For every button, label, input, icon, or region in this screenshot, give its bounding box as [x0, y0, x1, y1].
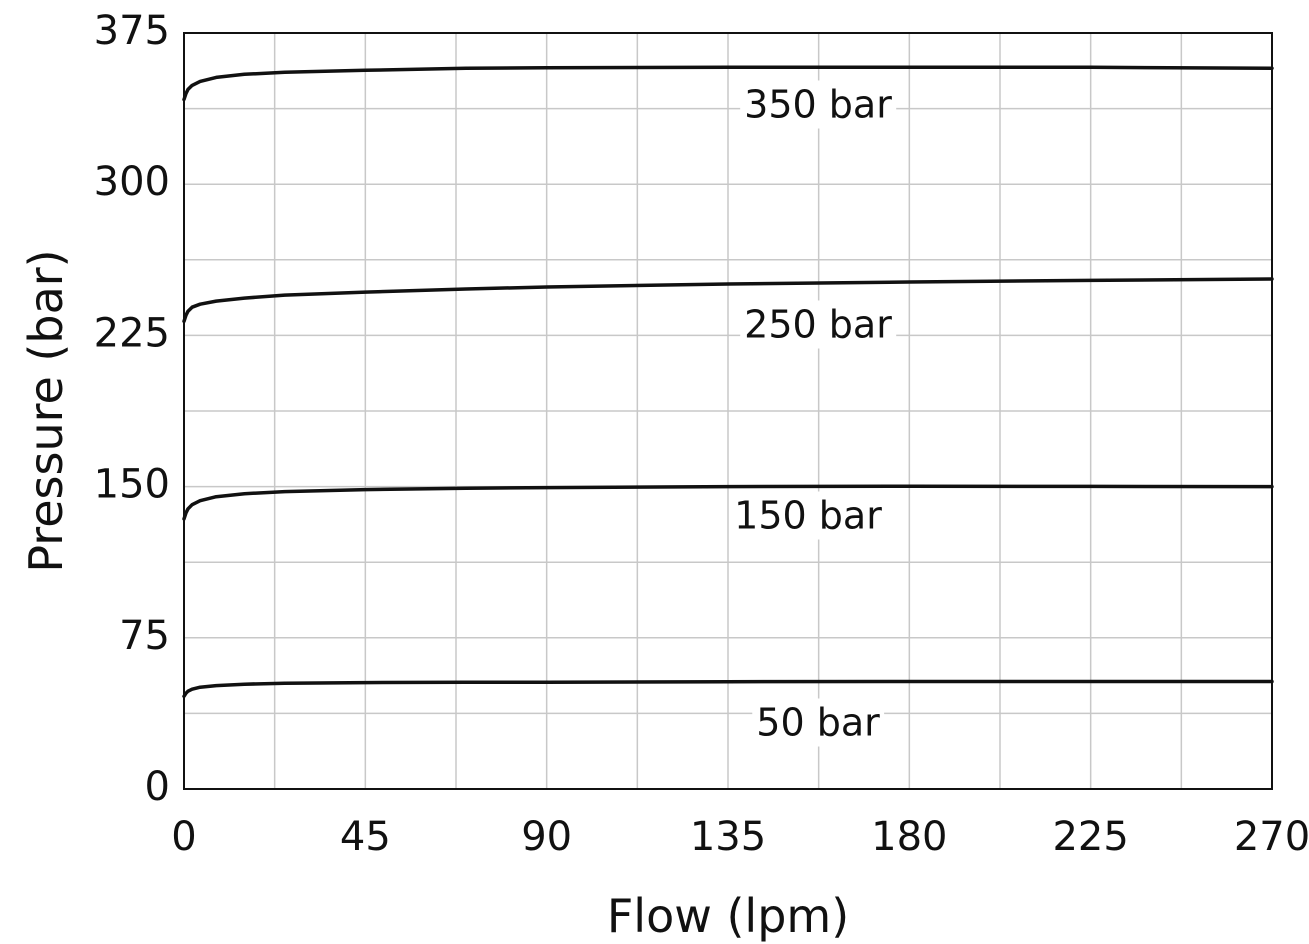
x-tick-label: 180	[871, 814, 947, 860]
series-line-350-bar	[182, 65, 1274, 102]
x-tick-label: 225	[1052, 814, 1128, 860]
y-tick-label: 225	[94, 310, 170, 356]
curve-label: 150 bar	[734, 494, 882, 538]
x-tick-label: 0	[171, 814, 196, 860]
series-line-250-bar	[182, 277, 1274, 324]
series-line-150-bar	[182, 484, 1274, 521]
x-tick-label: 270	[1234, 814, 1309, 860]
x-tick-label: 45	[340, 814, 391, 860]
y-tick-label: 150	[94, 462, 170, 508]
y-tick-label: 75	[119, 613, 170, 659]
y-axis-title: Pressure (bar)	[19, 249, 73, 572]
y-tick-label: 0	[145, 764, 170, 810]
curve-label: 250 bar	[744, 303, 892, 347]
tick-labels: 0 45 90 135 180 225 270 0 75 150 225 300 375	[94, 8, 1309, 860]
y-tick-label: 375	[94, 8, 170, 54]
curves	[182, 65, 1274, 699]
y-tick-label: 300	[94, 159, 170, 205]
curve-labels: 350 bar 250 bar 150 bar 50 bar	[730, 80, 897, 747]
x-axis-title: Flow (lpm)	[607, 889, 849, 943]
curve-label-background	[752, 698, 885, 747]
curve-label-background	[740, 300, 897, 349]
curve-label-background	[730, 491, 887, 540]
curve-label: 50 bar	[756, 701, 880, 745]
curve-label-background	[740, 80, 897, 129]
curve-label: 350 bar	[744, 83, 892, 127]
plot-area-frame	[183, 32, 1273, 790]
grid	[184, 33, 1272, 789]
series-line-50-bar	[182, 679, 1274, 699]
x-tick-label: 135	[690, 814, 766, 860]
x-tick-label: 90	[521, 814, 572, 860]
